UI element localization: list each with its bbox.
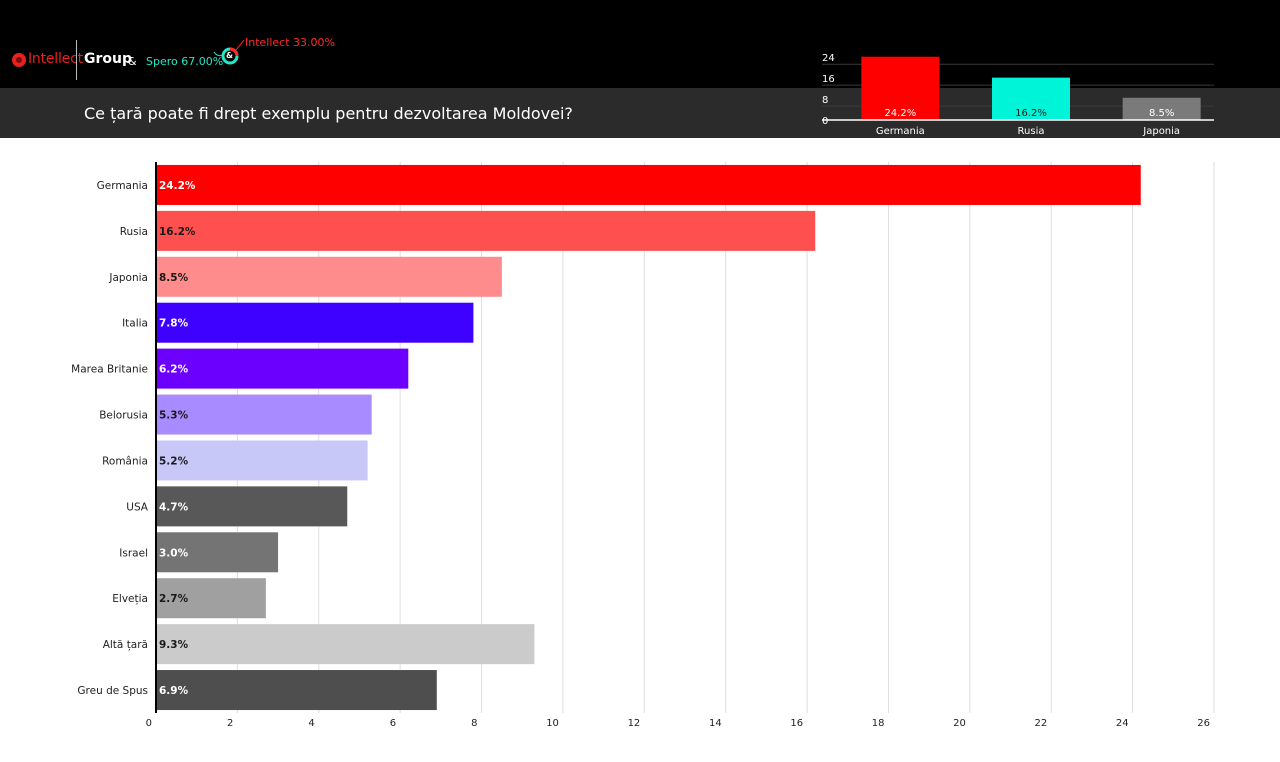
- bar: [156, 302, 474, 343]
- bar: [156, 440, 368, 481]
- x-tick-label: 4: [308, 718, 314, 729]
- x-tick-label: 16: [790, 718, 803, 729]
- bar: [156, 532, 279, 573]
- bar: [156, 486, 348, 527]
- bar: [156, 164, 1141, 205]
- category-label: Altă țară: [103, 639, 148, 651]
- category-label: Japonia: [108, 272, 148, 284]
- x-tick-label: 0: [146, 718, 152, 729]
- category-label: USA: [126, 501, 149, 513]
- value-label: 6.2%: [159, 364, 189, 376]
- mini-value-label: 24.2%: [884, 108, 916, 119]
- category-label: Rusia: [120, 226, 148, 238]
- mini-value-label: 16.2%: [1015, 108, 1047, 119]
- category-label: Italia: [122, 318, 148, 330]
- x-tick-label: 26: [1197, 718, 1210, 729]
- share-ring-icon: [213, 39, 245, 65]
- category-label: Israel: [119, 547, 148, 559]
- spero-share-label: Spero 67.00%: [146, 55, 224, 68]
- x-tick-label: 2: [227, 718, 233, 729]
- value-label: 4.7%: [159, 501, 189, 513]
- brand-name: Intellect: [28, 51, 83, 67]
- page-title: Ce țară poate fi drept exemplu pentru de…: [84, 104, 573, 123]
- x-tick-label: 14: [709, 718, 722, 729]
- value-label: 16.2%: [159, 226, 196, 238]
- x-tick-label: 10: [546, 718, 559, 729]
- value-label: 6.9%: [159, 685, 189, 697]
- category-label: România: [102, 455, 148, 467]
- category-label: Elveția: [112, 593, 148, 605]
- x-tick-label: 18: [872, 718, 885, 729]
- mini-bar: [861, 56, 940, 120]
- x-tick-label: 6: [390, 718, 396, 729]
- mini-y-tick-label: 8: [822, 95, 828, 106]
- x-tick-label: 22: [1034, 718, 1047, 729]
- category-label: Greu de Spus: [77, 685, 148, 697]
- value-label: 3.0%: [159, 547, 189, 559]
- mini-value-label: 8.5%: [1149, 108, 1174, 119]
- category-label: Germania: [97, 180, 148, 192]
- bar: [156, 256, 502, 297]
- x-tick-label: 24: [1116, 718, 1129, 729]
- bar: [156, 348, 409, 389]
- intellect-logo-icon: [12, 53, 26, 67]
- x-tick-label: 20: [953, 718, 966, 729]
- value-label: 5.3%: [159, 410, 189, 422]
- bar: [156, 624, 535, 665]
- value-label: 8.5%: [159, 272, 189, 284]
- ring-ampersand: &: [226, 51, 233, 60]
- x-tick-label: 8: [471, 718, 477, 729]
- category-label: Marea Britanie: [71, 364, 148, 376]
- bar: [156, 394, 372, 435]
- mini-y-tick-label: 0: [822, 116, 828, 127]
- ampersand: &: [128, 55, 137, 68]
- value-label: 7.8%: [159, 318, 189, 330]
- mini-bar-chart: 0 8 16 24 24.2% Germania 16.2% Rusia 8.5% Japonia: [822, 53, 1214, 137]
- mini-category-label: Germania: [876, 126, 925, 137]
- brand-group: Group: [84, 51, 133, 67]
- brand-divider: [76, 40, 77, 80]
- value-label: 5.2%: [159, 455, 189, 467]
- mini-category-label: Japonia: [1142, 126, 1180, 137]
- x-tick-label: 12: [628, 718, 641, 729]
- mini-bar: [992, 77, 1070, 120]
- category-label: Belorusia: [99, 410, 148, 422]
- mini-bar: [1122, 97, 1201, 120]
- bar: [156, 210, 816, 251]
- mini-category-label: Rusia: [1018, 126, 1045, 137]
- value-label: 24.2%: [159, 180, 196, 192]
- mini-y-tick-label: 16: [822, 74, 835, 85]
- intellect-share-label: Intellect 33.00%: [245, 36, 335, 49]
- value-label: 2.7%: [159, 593, 189, 605]
- bar: [156, 670, 437, 711]
- value-label: 9.3%: [159, 639, 189, 651]
- mini-y-tick-label: 24: [822, 53, 835, 64]
- bar: [156, 578, 266, 619]
- header-bar: [0, 0, 1280, 88]
